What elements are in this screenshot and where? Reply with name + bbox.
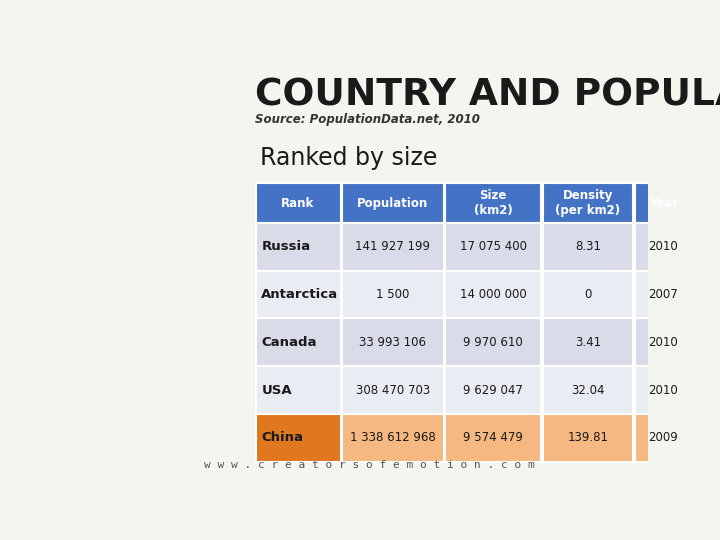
FancyBboxPatch shape — [256, 271, 341, 319]
FancyBboxPatch shape — [256, 319, 341, 366]
FancyBboxPatch shape — [446, 223, 541, 271]
FancyBboxPatch shape — [342, 223, 444, 271]
FancyBboxPatch shape — [543, 414, 634, 462]
Text: USA: USA — [261, 383, 292, 397]
FancyBboxPatch shape — [342, 414, 444, 462]
FancyBboxPatch shape — [342, 319, 444, 366]
FancyBboxPatch shape — [256, 366, 341, 414]
FancyBboxPatch shape — [342, 271, 444, 319]
Text: Size
(km2): Size (km2) — [474, 189, 513, 217]
Text: w w w . c r e a t o r s o f e m o t i o n . c o m: w w w . c r e a t o r s o f e m o t i o … — [204, 460, 534, 470]
Text: Population: Population — [357, 197, 428, 210]
FancyBboxPatch shape — [446, 271, 541, 319]
FancyBboxPatch shape — [635, 223, 692, 271]
Text: Rank: Rank — [282, 197, 315, 210]
FancyBboxPatch shape — [635, 366, 692, 414]
Text: Year: Year — [649, 197, 678, 210]
Text: Russia: Russia — [261, 240, 310, 253]
Text: 2007: 2007 — [649, 288, 678, 301]
Text: 1 500: 1 500 — [376, 288, 410, 301]
Text: 2010: 2010 — [649, 336, 678, 349]
Text: 9 629 047: 9 629 047 — [463, 383, 523, 397]
FancyBboxPatch shape — [256, 183, 341, 223]
FancyBboxPatch shape — [256, 414, 341, 462]
FancyBboxPatch shape — [635, 183, 692, 223]
Text: Ranked by size: Ranked by size — [260, 146, 438, 170]
Text: 2009: 2009 — [649, 431, 678, 444]
Text: 2010: 2010 — [649, 240, 678, 253]
FancyBboxPatch shape — [342, 366, 444, 414]
Text: 32.04: 32.04 — [571, 383, 605, 397]
Text: 17 075 400: 17 075 400 — [459, 240, 526, 253]
Text: China: China — [261, 431, 303, 444]
Text: 1 338 612 968: 1 338 612 968 — [350, 431, 436, 444]
Text: 139.81: 139.81 — [567, 431, 608, 444]
Text: 33 993 106: 33 993 106 — [359, 336, 426, 349]
FancyBboxPatch shape — [543, 271, 634, 319]
Text: Density
(per km2): Density (per km2) — [555, 189, 621, 217]
Text: 9 574 479: 9 574 479 — [463, 431, 523, 444]
FancyBboxPatch shape — [256, 223, 341, 271]
Text: COUNTRY AND POPULATION: COUNTRY AND POPULATION — [255, 77, 720, 113]
FancyBboxPatch shape — [635, 271, 692, 319]
Text: 308 470 703: 308 470 703 — [356, 383, 430, 397]
Text: 0: 0 — [585, 288, 592, 301]
FancyBboxPatch shape — [446, 183, 541, 223]
Text: 141 927 199: 141 927 199 — [355, 240, 431, 253]
Text: Canada: Canada — [261, 336, 317, 349]
Text: 9 970 610: 9 970 610 — [463, 336, 523, 349]
FancyBboxPatch shape — [543, 366, 634, 414]
FancyBboxPatch shape — [543, 183, 634, 223]
Text: Source: PopulationData.net, 2010: Source: PopulationData.net, 2010 — [255, 113, 480, 126]
FancyBboxPatch shape — [446, 366, 541, 414]
FancyBboxPatch shape — [635, 319, 692, 366]
FancyBboxPatch shape — [635, 414, 692, 462]
FancyBboxPatch shape — [342, 183, 444, 223]
Text: 2010: 2010 — [649, 383, 678, 397]
Text: 3.41: 3.41 — [575, 336, 601, 349]
FancyBboxPatch shape — [543, 223, 634, 271]
Text: Antarctica: Antarctica — [261, 288, 338, 301]
Text: 14 000 000: 14 000 000 — [460, 288, 526, 301]
FancyBboxPatch shape — [446, 319, 541, 366]
Text: 8.31: 8.31 — [575, 240, 601, 253]
FancyBboxPatch shape — [543, 319, 634, 366]
FancyBboxPatch shape — [446, 414, 541, 462]
